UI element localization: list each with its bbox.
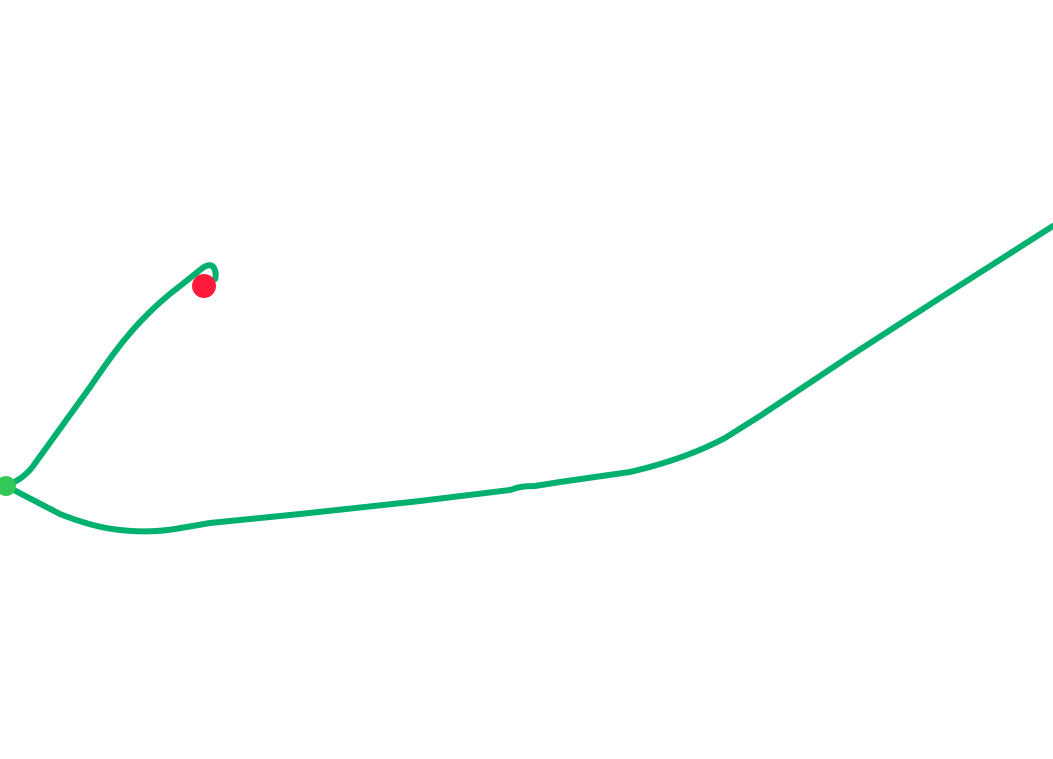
route-branch (3, 262, 219, 489)
start-marker (0, 476, 16, 496)
route-main (3, 223, 1053, 535)
end-marker (192, 274, 216, 298)
